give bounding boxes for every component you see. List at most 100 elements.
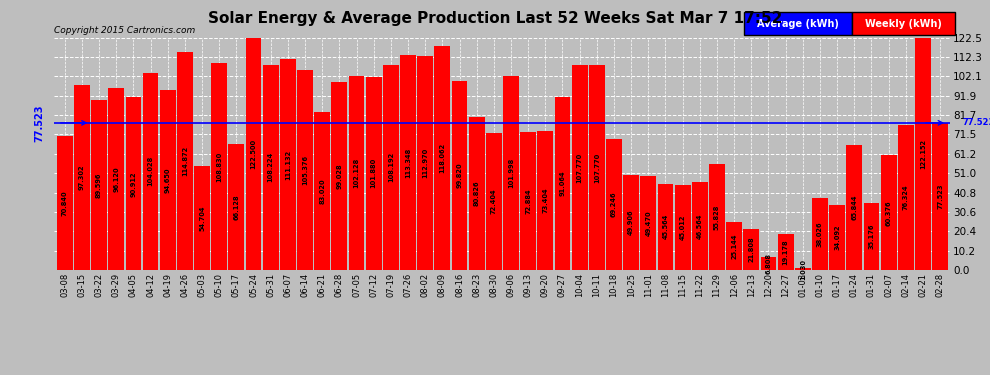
Bar (606, 139, 622, 270)
Text: Solar Energy & Average Production Last 52 Weeks Sat Mar 7 17:52: Solar Energy & Average Production Last 5… (208, 11, 782, 26)
Bar (383, 64, 399, 270)
Bar (727, 222, 742, 270)
Text: 49.470: 49.470 (645, 210, 651, 236)
Text: 91.064: 91.064 (559, 171, 565, 196)
Bar (572, 66, 587, 270)
Text: 114.872: 114.872 (182, 146, 188, 176)
Text: 107.770: 107.770 (594, 153, 600, 183)
Text: 45.564: 45.564 (662, 214, 668, 240)
Text: 69.246: 69.246 (611, 192, 617, 217)
Text: 72.884: 72.884 (525, 188, 532, 214)
Text: 96.120: 96.120 (113, 166, 119, 192)
Bar (332, 82, 347, 270)
Bar (933, 123, 948, 270)
Text: 80.826: 80.826 (473, 180, 480, 206)
Text: 73.404: 73.404 (543, 188, 548, 213)
Text: 77.523: 77.523 (34, 104, 44, 142)
Bar (675, 184, 691, 270)
Bar (743, 229, 759, 270)
Bar (365, 76, 381, 270)
Bar (521, 132, 536, 270)
Text: 1.030: 1.030 (800, 258, 806, 279)
Text: 122.500: 122.500 (250, 139, 256, 169)
Bar (194, 166, 210, 270)
Bar (280, 59, 296, 270)
Text: 55.828: 55.828 (714, 204, 720, 230)
Bar (554, 97, 570, 270)
Bar (846, 145, 862, 270)
Text: 76.324: 76.324 (903, 185, 909, 210)
Bar (297, 70, 313, 270)
Text: 66.128: 66.128 (234, 194, 240, 220)
Text: 49.906: 49.906 (628, 210, 635, 236)
Bar (177, 52, 193, 270)
Bar (641, 176, 656, 270)
Text: 108.830: 108.830 (216, 152, 222, 182)
Bar (692, 182, 708, 270)
Bar (108, 88, 124, 270)
FancyBboxPatch shape (744, 12, 851, 35)
Bar (830, 205, 845, 270)
Text: 89.596: 89.596 (96, 172, 102, 198)
Text: 65.844: 65.844 (851, 195, 857, 220)
Text: 111.132: 111.132 (285, 149, 291, 180)
Bar (143, 72, 158, 270)
Text: 19.178: 19.178 (783, 239, 789, 265)
Bar (211, 63, 227, 270)
Text: Copyright 2015 Cartronics.com: Copyright 2015 Cartronics.com (54, 26, 196, 35)
Text: 21.808: 21.808 (748, 237, 754, 262)
Bar (709, 164, 725, 270)
Bar (56, 135, 72, 270)
Bar (881, 155, 897, 270)
Bar (898, 125, 914, 270)
Bar (915, 38, 931, 270)
Bar (760, 257, 776, 270)
Bar (589, 66, 605, 270)
Text: 118.062: 118.062 (440, 143, 446, 173)
FancyBboxPatch shape (851, 12, 955, 35)
Text: 101.998: 101.998 (508, 158, 514, 188)
Bar (812, 198, 828, 270)
Bar (229, 144, 245, 270)
Bar (435, 46, 450, 270)
Bar (246, 38, 261, 270)
Text: 45.012: 45.012 (680, 214, 686, 240)
Bar (503, 76, 519, 270)
Text: 104.028: 104.028 (148, 156, 153, 186)
Text: 6.808: 6.808 (765, 253, 771, 274)
Text: 99.028: 99.028 (337, 163, 343, 189)
Text: 122.152: 122.152 (920, 139, 926, 169)
Bar (262, 64, 278, 270)
Bar (126, 98, 142, 270)
Text: Weekly (kWh): Weekly (kWh) (865, 18, 941, 28)
Bar (657, 183, 673, 270)
Bar (74, 86, 90, 270)
Text: 77.523: 77.523 (938, 184, 943, 209)
Text: Average (kWh): Average (kWh) (757, 18, 840, 28)
Text: 38.026: 38.026 (817, 221, 823, 247)
Text: 97.302: 97.302 (79, 165, 85, 190)
Text: 34.092: 34.092 (835, 225, 841, 251)
Text: 108.192: 108.192 (388, 152, 394, 183)
Text: 105.376: 105.376 (302, 155, 308, 185)
Text: 54.704: 54.704 (199, 206, 205, 231)
Text: 46.564: 46.564 (697, 213, 703, 238)
Bar (624, 175, 640, 270)
Bar (451, 81, 467, 270)
Bar (795, 268, 811, 270)
Text: 107.770: 107.770 (576, 153, 583, 183)
Text: 112.970: 112.970 (422, 148, 429, 178)
Text: 60.376: 60.376 (886, 200, 892, 225)
Text: 90.912: 90.912 (131, 171, 137, 196)
Bar (91, 100, 107, 270)
Text: 108.224: 108.224 (267, 152, 273, 182)
Bar (418, 56, 433, 270)
Bar (159, 90, 175, 270)
Text: 101.880: 101.880 (370, 158, 377, 189)
Bar (538, 130, 553, 270)
Text: 113.348: 113.348 (405, 147, 411, 177)
Text: 72.404: 72.404 (491, 189, 497, 214)
Bar (469, 117, 484, 270)
Bar (778, 234, 794, 270)
Text: 35.176: 35.176 (868, 224, 874, 249)
